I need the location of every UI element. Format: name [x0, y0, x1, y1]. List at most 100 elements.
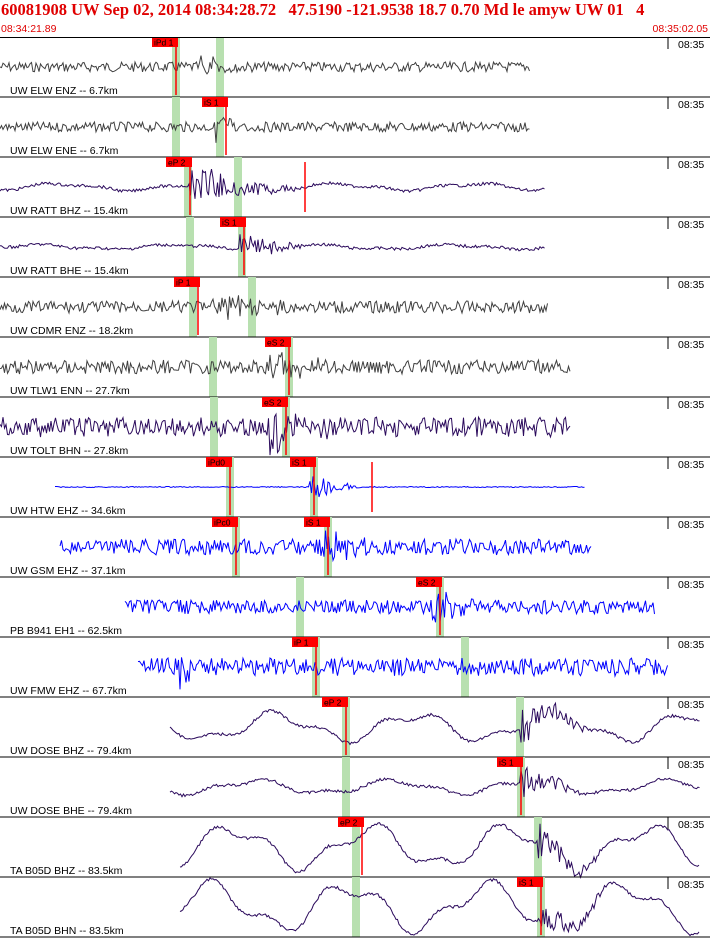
- pick-flag[interactable]: [152, 37, 178, 47]
- waveform: [0, 352, 571, 379]
- station-label: UW FMW EHZ -- 67.7km: [10, 685, 127, 697]
- station-label: UW TOLT BHN -- 27.8km: [10, 445, 128, 457]
- pick-window-band: [216, 97, 224, 157]
- station-label: UW GSM EHZ -- 37.1km: [10, 565, 126, 577]
- waveform: [0, 116, 530, 143]
- pick-window-band: [186, 217, 194, 277]
- pick-label: iS 1: [222, 218, 237, 228]
- pick-window-band: [189, 277, 197, 337]
- station-label: UW RATT BHZ -- 15.4km: [10, 205, 128, 217]
- pick-flag[interactable]: [290, 457, 316, 467]
- pick-flag[interactable]: [202, 97, 228, 107]
- pick-label: iP 1: [294, 638, 309, 648]
- trace-row[interactable]: iPc0 iS 1 08:35 UW GSM EHZ -- 37.1km: [0, 517, 710, 578]
- station-label: UW TLW1 ENN -- 27.7km: [10, 385, 130, 397]
- waveform: [59, 530, 592, 563]
- pick-flag[interactable]: [338, 817, 364, 827]
- trace-row[interactable]: iP 1 08:35 UW CDMR ENZ -- 18.2km: [0, 277, 710, 338]
- tick-label: 08:35: [678, 399, 704, 411]
- tick-label: 08:35: [678, 459, 704, 471]
- trace-row[interactable]: eP 2 08:35 TA B05D BHZ -- 83.5km: [0, 817, 710, 879]
- header-bar: 60081908 UW Sep 02, 2014 08:34:28.72 47.…: [0, 0, 710, 36]
- pick-label: iS 1: [499, 758, 514, 768]
- pick-flag[interactable]: [220, 217, 246, 227]
- tick-label: 08:35: [678, 159, 704, 171]
- end-time: 08:35:02.05: [652, 23, 708, 35]
- station-label: TA B05D BHZ -- 83.5km: [10, 865, 123, 877]
- pick-flag[interactable]: [166, 157, 192, 167]
- pick-flag[interactable]: [212, 517, 238, 527]
- pick-label: iPc0: [214, 518, 231, 528]
- trace-row[interactable]: eS 2 08:35 UW TLW1 ENN -- 27.7km: [0, 337, 710, 398]
- trace-row[interactable]: iS 1 08:35 UW RATT BHE -- 15.4km: [0, 217, 710, 278]
- event-title: 60081908 UW Sep 02, 2014 08:34:28.72 47.…: [1, 0, 645, 19]
- waveform: [169, 765, 700, 798]
- pick-flag[interactable]: [206, 457, 232, 467]
- tick-label: 08:35: [678, 219, 704, 231]
- trace-row[interactable]: iS 1 08:35 TA B05D BHN -- 83.5km: [0, 877, 710, 938]
- waveform: [0, 234, 545, 255]
- waveform: [55, 476, 585, 498]
- station-label: UW DOSE BHZ -- 79.4km: [10, 745, 132, 757]
- station-label: UW HTW EHZ -- 34.6km: [10, 505, 126, 517]
- pick-label: eS 2: [418, 578, 436, 588]
- trace-row[interactable]: eS 2 08:35 PB B941 EH1 -- 62.5km: [0, 577, 710, 638]
- pick-label: iS 1: [519, 878, 534, 888]
- tick-label: 08:35: [678, 699, 704, 711]
- waveform: [0, 295, 548, 320]
- station-label: UW DOSE BHE -- 79.4km: [10, 805, 132, 817]
- pick-flag[interactable]: [416, 577, 442, 587]
- pick-window-band: [352, 877, 360, 937]
- trace-row[interactable]: eP 2 08:35 UW DOSE BHZ -- 79.4km: [0, 697, 710, 758]
- pick-label: iPd 1: [154, 38, 174, 48]
- waveform: [137, 656, 668, 690]
- trace-row[interactable]: iPd0 iS 1 08:35 UW HTW EHZ -- 34.6km: [0, 457, 710, 518]
- tick-label: 08:35: [678, 339, 704, 351]
- pick-window-band: [184, 157, 192, 217]
- pick-window-band: [234, 157, 242, 217]
- tick-label: 08:35: [678, 579, 704, 591]
- waveform: [124, 591, 655, 623]
- pick-flag[interactable]: [304, 517, 330, 527]
- station-label: UW CDMR ENZ -- 18.2km: [10, 325, 133, 337]
- trace-row[interactable]: iS 1 08:35 UW DOSE BHE -- 79.4km: [0, 757, 710, 818]
- trace-row[interactable]: eP 2 08:35 UW RATT BHZ -- 15.4km: [0, 157, 710, 218]
- trace-row[interactable]: iPd 1 08:35 UW ELW ENZ -- 6.7km: [0, 37, 710, 98]
- pick-label: eP 2: [168, 158, 186, 168]
- pick-window-band: [516, 697, 524, 757]
- tick-label: 08:35: [678, 819, 704, 831]
- pick-label: iS 1: [204, 98, 219, 108]
- waveform: [179, 822, 700, 879]
- pick-label: iPd0: [208, 458, 225, 468]
- pick-flag[interactable]: [265, 337, 291, 347]
- pick-flag[interactable]: [174, 277, 200, 287]
- pick-window-band: [352, 817, 360, 877]
- station-label: UW ELW ENZ -- 6.7km: [10, 85, 118, 97]
- pick-flag[interactable]: [262, 397, 288, 407]
- pick-label: iS 1: [306, 518, 321, 528]
- trace-row[interactable]: iS 1 08:35 UW ELW ENE -- 6.7km: [0, 97, 710, 158]
- seismogram-panel[interactable]: iPd 1 08:35 UW ELW ENZ -- 6.7km iS 1 08:35 UW…: [0, 37, 710, 938]
- pick-label: eP 2: [340, 818, 358, 828]
- pick-label: eS 2: [264, 398, 282, 408]
- station-label: PB B941 EH1 -- 62.5km: [10, 625, 122, 637]
- waveform: [169, 701, 700, 746]
- trace-row[interactable]: eS 2 08:35 UW TOLT BHN -- 27.8km: [0, 397, 710, 458]
- pick-label: eS 2: [267, 338, 285, 348]
- pick-label: iS 1: [292, 458, 307, 468]
- trace-row[interactable]: iP 1 08:35 UW FMW EHZ -- 67.7km: [0, 637, 710, 698]
- waveform: [0, 169, 545, 199]
- station-label: TA B05D BHN -- 83.5km: [10, 925, 124, 937]
- pick-flag[interactable]: [517, 877, 543, 887]
- pick-flag[interactable]: [322, 697, 348, 707]
- start-time: 08:34:21.89: [1, 23, 57, 35]
- waveform: [179, 877, 700, 937]
- pick-flag[interactable]: [497, 757, 523, 767]
- waveform: [0, 55, 530, 75]
- pick-window-band: [248, 277, 256, 337]
- tick-label: 08:35: [678, 39, 704, 51]
- pick-label: eP 2: [324, 698, 342, 708]
- tick-label: 08:35: [678, 279, 704, 291]
- pick-label: iP 1: [176, 278, 191, 288]
- pick-flag[interactable]: [292, 637, 318, 647]
